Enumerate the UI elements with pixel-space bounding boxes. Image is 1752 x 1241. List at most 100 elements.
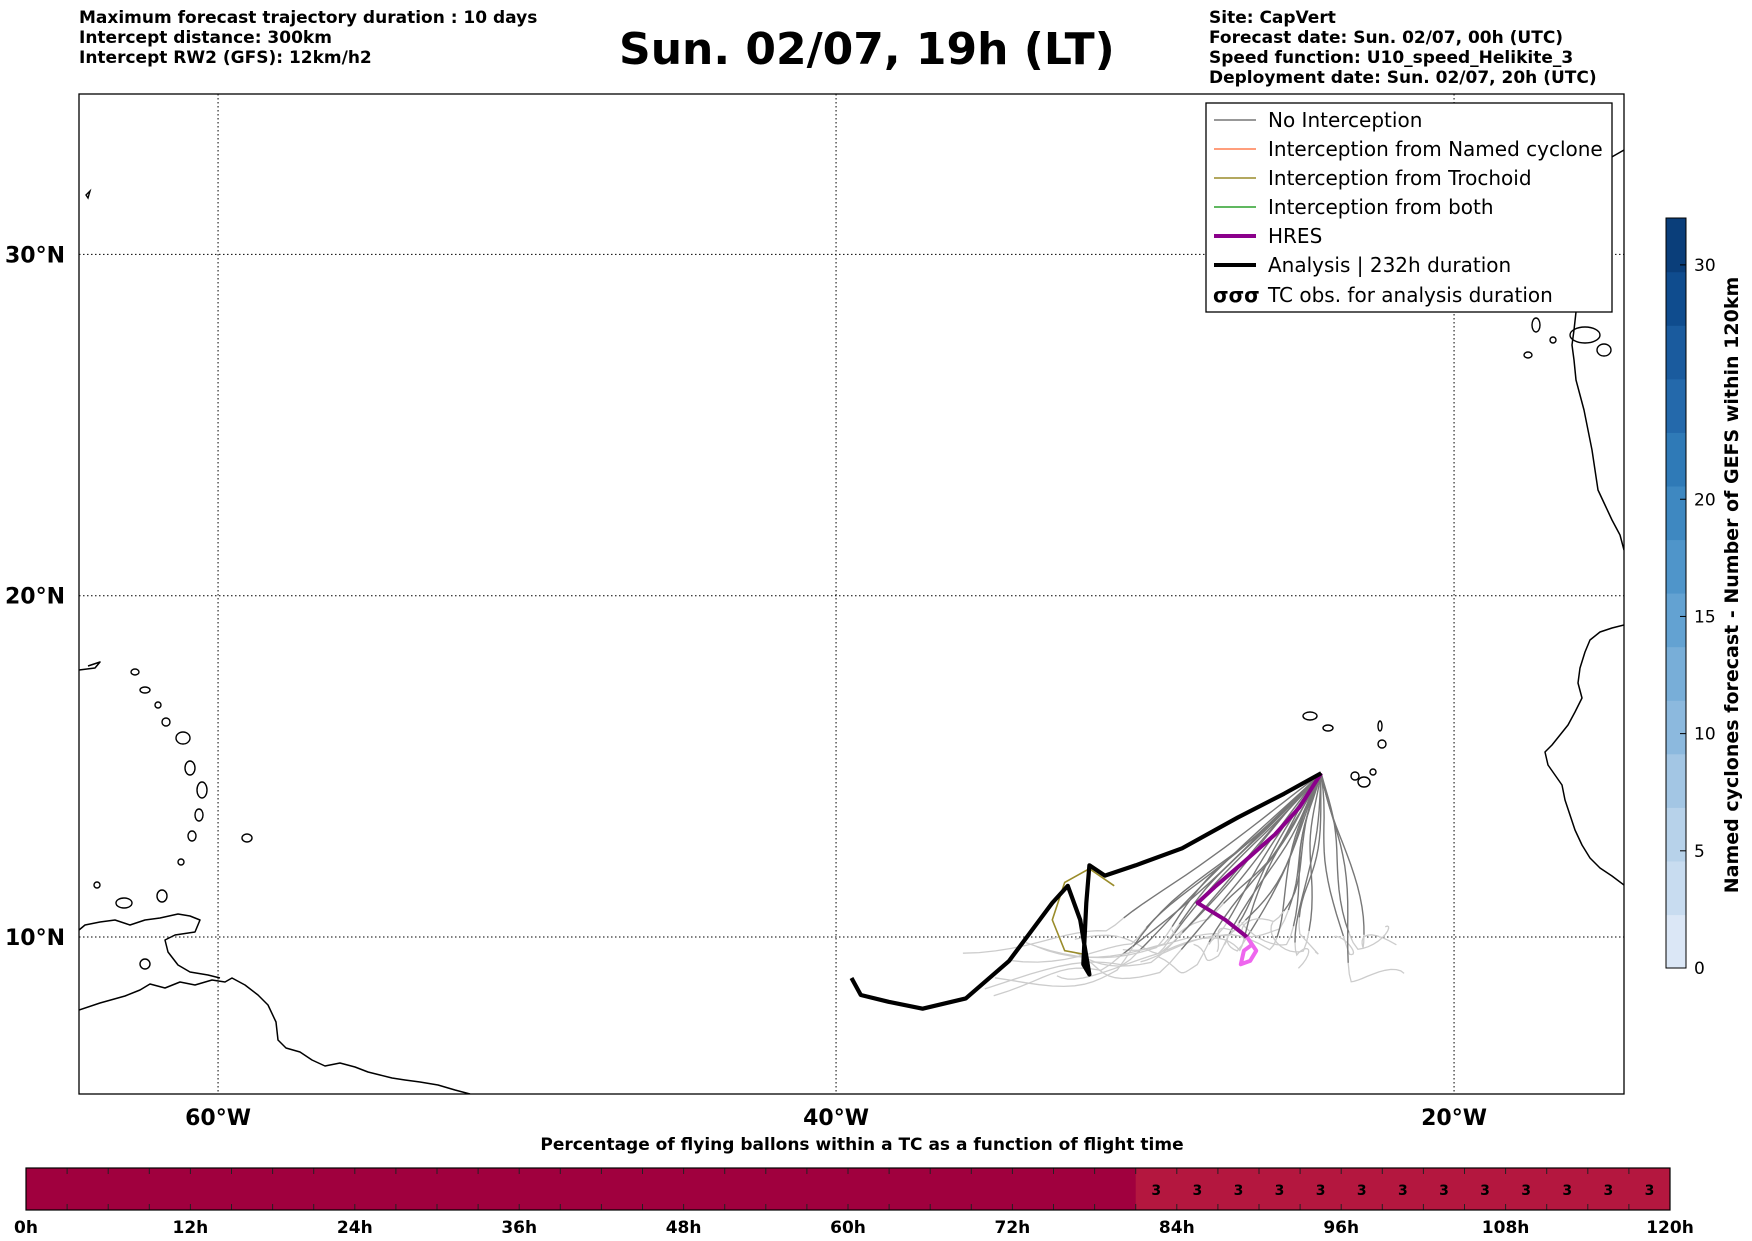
hres-track-late [1238, 935, 1259, 967]
island-caribbean [139, 686, 151, 694]
colorbar-cell [1666, 753, 1686, 808]
ensemble-track-late [1294, 942, 1310, 969]
colorbar-cell [1666, 593, 1686, 648]
ensemble-track-late [1070, 941, 1175, 967]
ensemble-track [1292, 772, 1322, 927]
coastline-puerto-rico [79, 661, 101, 671]
ensemble-track-late [1140, 922, 1240, 963]
flight-bar-tick-label: 48h [666, 1218, 702, 1238]
flight-bar-tick-label: 60h [830, 1218, 866, 1238]
flight-bar-title: Percentage of flying ballons within a TC… [540, 1135, 1183, 1155]
island-canary [1523, 351, 1533, 359]
island-cape-verde [1369, 768, 1377, 776]
island-caribbean [139, 958, 151, 970]
island-caribbean [115, 897, 133, 909]
header-left-info: Maximum forecast trajectory duration : 1… [79, 8, 537, 68]
legend-item-label: HRES [1268, 224, 1322, 248]
colorbar-cell [1666, 860, 1686, 916]
flight-bar-tick-label: 84h [1159, 1218, 1195, 1238]
flight-bar-tick-label: 0h [14, 1218, 38, 1238]
ensemble-track-late [1007, 927, 1147, 963]
flight-bar-tick-label: 36h [501, 1218, 537, 1238]
coastline-south-america [79, 977, 471, 1094]
legend-item-label: Analysis | 232h duration [1268, 253, 1511, 277]
island-caribbean [161, 717, 171, 727]
island-canary [1596, 343, 1612, 357]
ensemble-trajectories [962, 772, 1405, 997]
colorbar-tick-label: 10 [1694, 725, 1716, 745]
page-title: Sun. 02/07, 19h (LT) [619, 24, 1115, 75]
colorbar-tick-label: 5 [1694, 842, 1705, 862]
island-caribbean [156, 889, 168, 903]
ensemble-track [1298, 773, 1322, 918]
map-frame [78, 93, 1625, 1095]
flight-bar-cell-value: 3 [1645, 1183, 1655, 1199]
legend-item-label: Interception from both [1268, 195, 1494, 219]
island-caribbean [130, 668, 140, 676]
flight-bar-cell-value: 3 [1316, 1183, 1326, 1199]
flight-bar-tick-label: 108h [1482, 1218, 1530, 1238]
lon-tick-label: 40°W [803, 1106, 869, 1131]
colorbar-cell [1666, 325, 1686, 380]
colorbar-cell [1666, 218, 1686, 273]
flight-bar-tick-label: 96h [1323, 1218, 1359, 1238]
ensemble-track-late [1361, 934, 1397, 948]
island-caribbean [154, 701, 162, 709]
lon-tick-label: 60°W [185, 1106, 251, 1131]
colorbar-cell [1666, 271, 1686, 326]
ensemble-track-late [994, 946, 1134, 988]
flight-bar-tick-label: 120h [1646, 1218, 1694, 1238]
colorbar-cell [1666, 432, 1686, 487]
speed-function-line: Speed function: U10_speed_Helikite_3 [1209, 48, 1574, 68]
colorbar-cell [1666, 646, 1686, 701]
ensemble-track-late [1056, 932, 1183, 980]
legend-tc-symbol: σσσ [1213, 283, 1260, 307]
header-right-info: Site: CapVert Forecast date: Sun. 02/07,… [1209, 8, 1597, 88]
flight-bar-cell-value: 3 [1234, 1183, 1244, 1199]
colorbar-cell [1666, 539, 1686, 594]
lat-tick-label: 20°N [5, 585, 65, 610]
flight-bar-cell-value: 3 [1521, 1183, 1531, 1199]
intercept-rw2-line: Intercept RW2 (GFS): 12km/h2 [79, 48, 372, 68]
lon-tick-label: 20°W [1421, 1106, 1487, 1131]
ensemble-track-late [1088, 949, 1182, 980]
flight-bar-tick-label: 12h [173, 1218, 209, 1238]
island-cape-verde [1357, 776, 1371, 788]
ensemble-track-late [1025, 926, 1173, 959]
island-caribbean [194, 808, 204, 822]
flight-bar-tick-label: 24h [337, 1218, 373, 1238]
ensemble-track-late [1193, 934, 1230, 962]
colorbar-tick-label: 0 [1694, 959, 1705, 979]
legend: No Interception Interception from Named c… [1205, 102, 1613, 313]
legend-item-label: Interception from Named cyclone [1268, 137, 1603, 161]
intercept-distance-line: Intercept distance: 300km [79, 28, 332, 48]
island-cape-verde [1302, 711, 1318, 721]
island-caribbean [184, 760, 196, 776]
analysis-track [849, 771, 1323, 1011]
colorbar-cell [1666, 700, 1686, 755]
lat-tick-label: 10°N [5, 926, 65, 951]
flight-bar-cell-value: 3 [1480, 1183, 1490, 1199]
ensemble-track [1320, 773, 1345, 937]
island-caribbean [93, 881, 101, 889]
island-canary [1569, 326, 1601, 344]
island-caribbean [177, 858, 185, 866]
ensemble-track-late [1348, 925, 1390, 951]
legend-tc-label: TC obs. for analysis duration [1267, 283, 1553, 307]
flight-bar-cell-value: 3 [1192, 1183, 1202, 1199]
hres-track [1195, 772, 1323, 939]
ensemble-track [1308, 773, 1322, 932]
colorbar: 0 5 10 15 20 30 Named cyclones forecast - Num… [1665, 217, 1743, 979]
flight-bar-cell-value: 3 [1603, 1183, 1613, 1199]
ensemble-track [1283, 772, 1322, 912]
ensemble-track-late [1270, 921, 1310, 953]
ensemble-track [1180, 772, 1322, 951]
island-caribbean [175, 731, 191, 745]
flight-bar-cell-value: 3 [1151, 1183, 1161, 1199]
ensemble-track [1178, 772, 1322, 925]
ensemble-track [1320, 773, 1349, 963]
ensemble-track-late [1298, 917, 1319, 955]
site-line: Site: CapVert [1209, 8, 1336, 28]
flight-bar-cell-value: 3 [1439, 1183, 1449, 1199]
